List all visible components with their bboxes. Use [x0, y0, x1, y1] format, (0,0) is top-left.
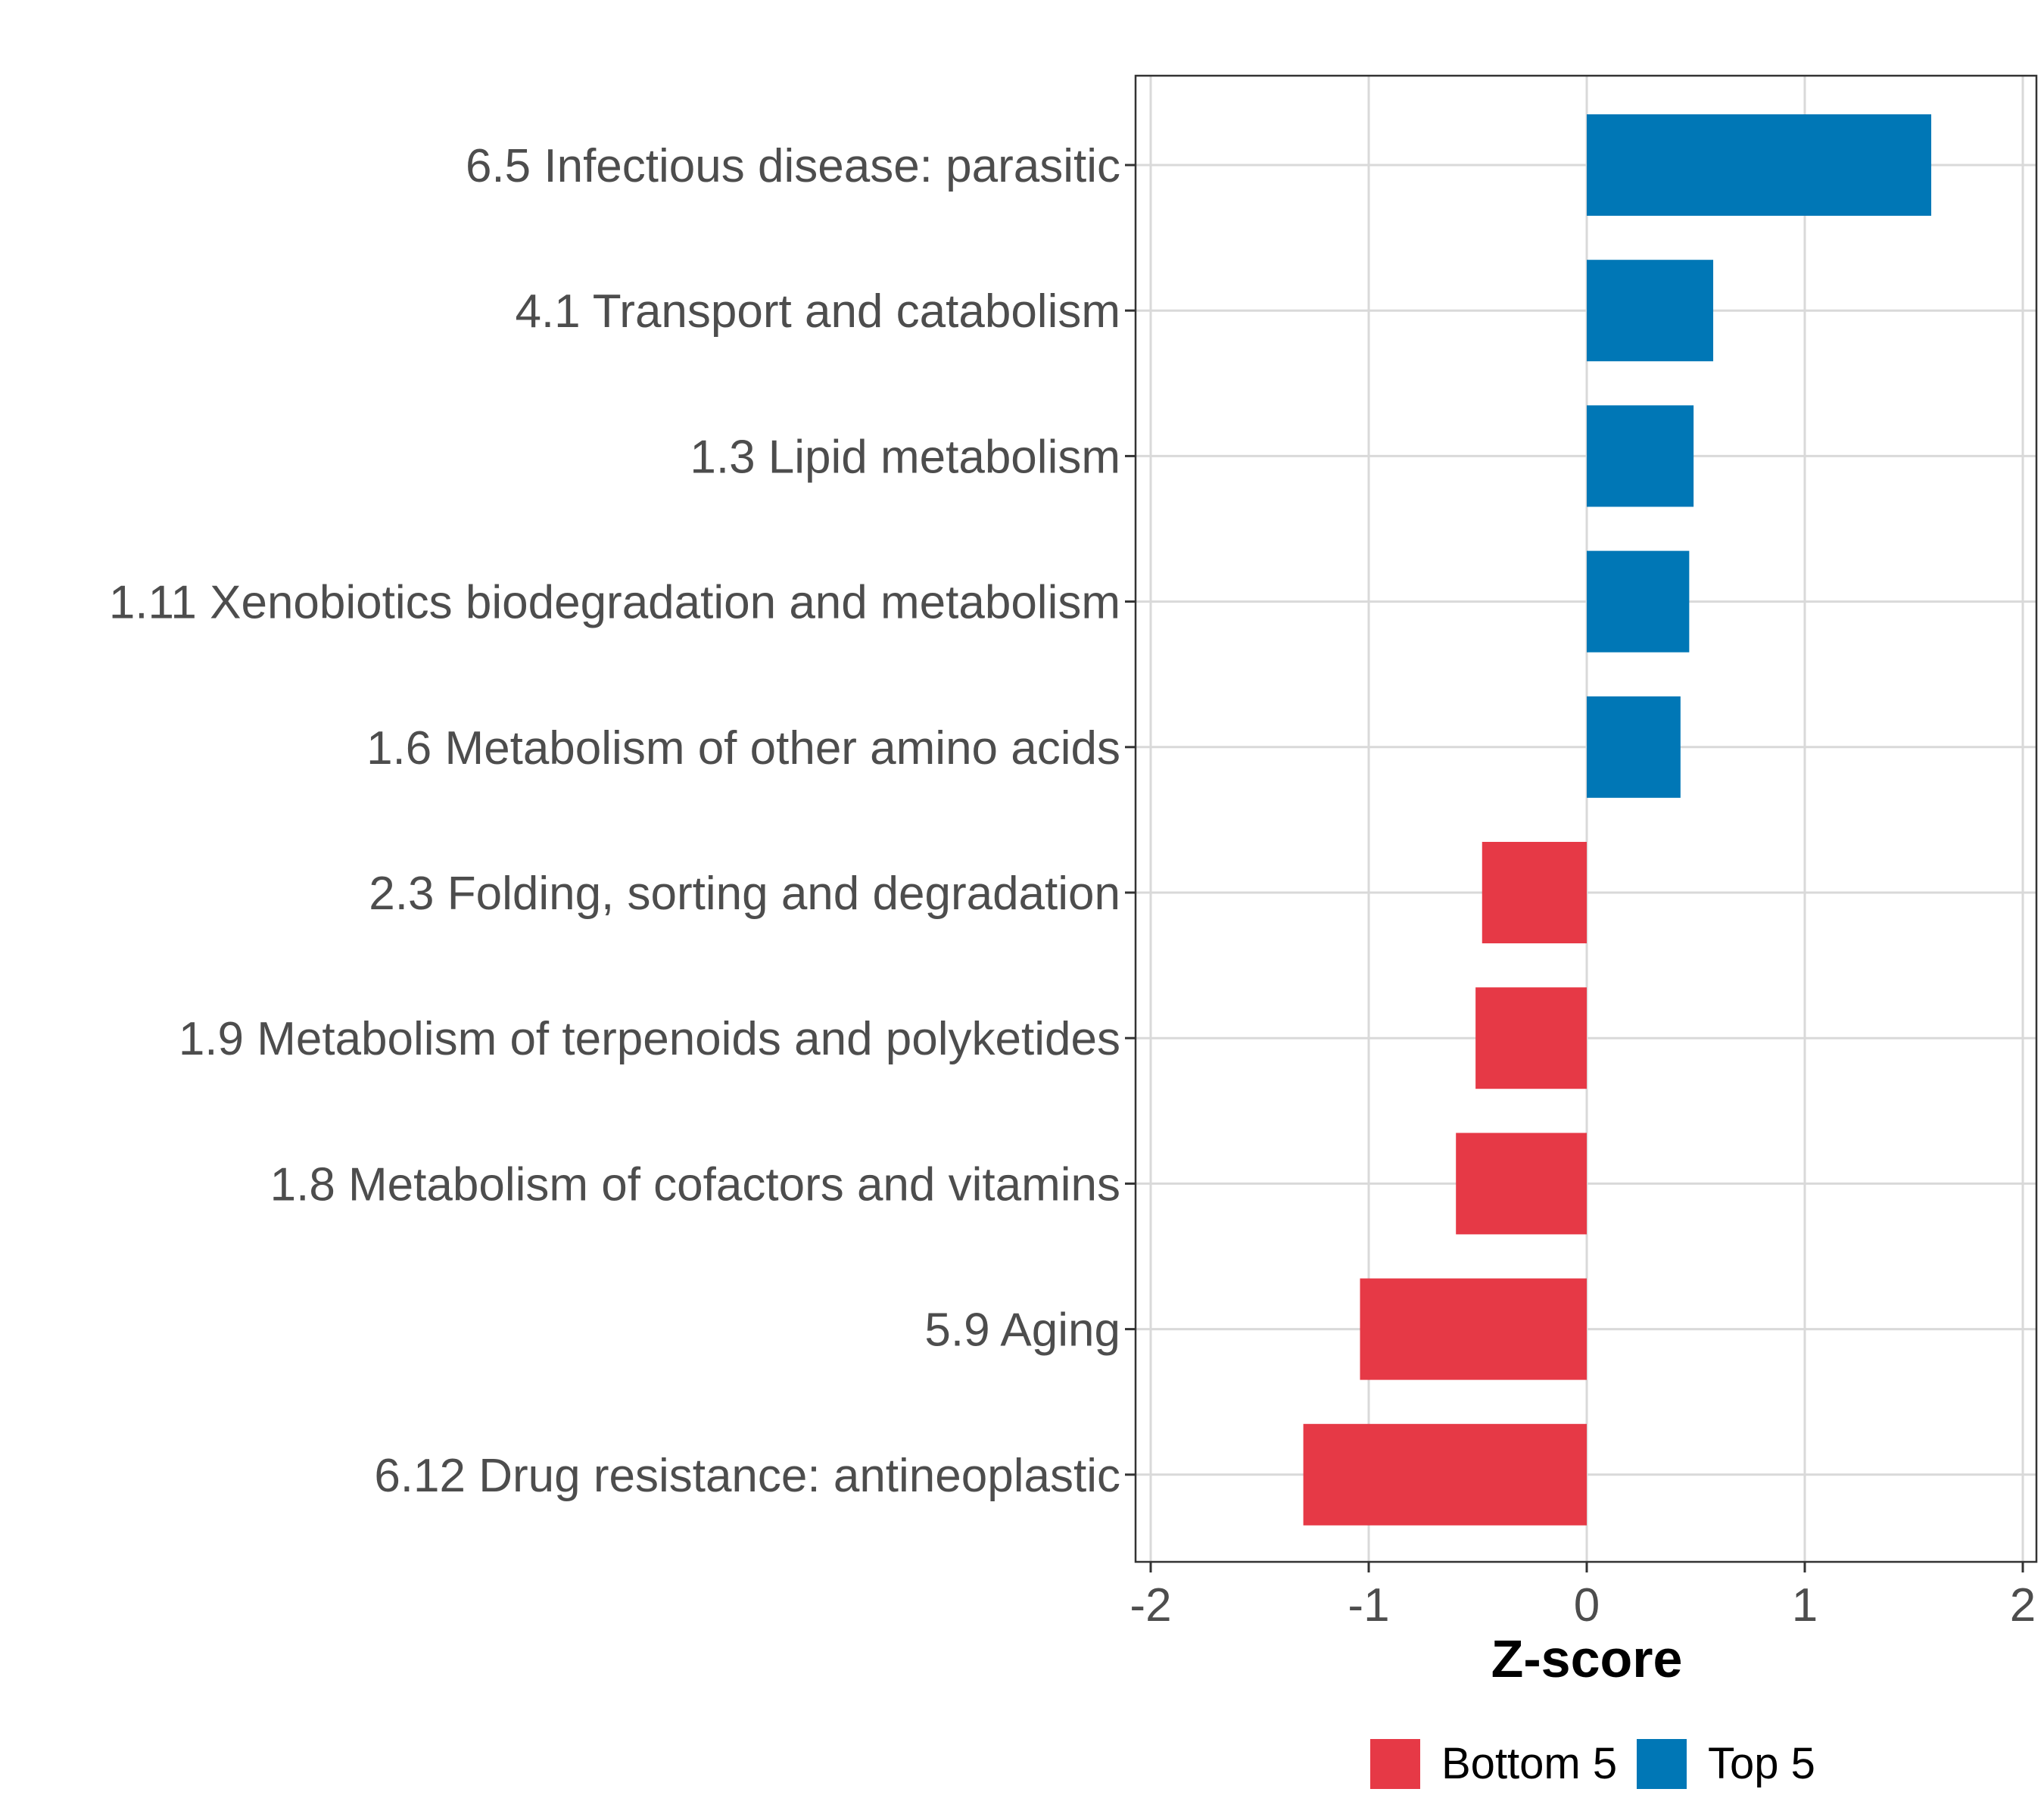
legend-label: Top 5 [1708, 1739, 1815, 1788]
bar [1475, 987, 1587, 1089]
x-tick-label: -1 [1348, 1579, 1389, 1632]
bar [1587, 260, 1714, 362]
bar [1360, 1278, 1587, 1380]
category-label: 2.3 Folding, sorting and degradation [369, 868, 1120, 920]
x-axis-title: Z-score [1491, 1629, 1683, 1688]
category-label: 1.6 Metabolism of other amino acids [366, 722, 1120, 774]
bar [1303, 1423, 1587, 1526]
bar [1587, 550, 1690, 653]
x-tick-label: 0 [1574, 1579, 1600, 1632]
bar [1482, 842, 1587, 943]
category-label: 1.9 Metabolism of terpenoids and polyket… [179, 1013, 1120, 1065]
bars [1303, 114, 1932, 1526]
legend-swatch [1370, 1739, 1420, 1789]
legend-label: Bottom 5 [1441, 1739, 1617, 1788]
legend: Bottom 5 Top 5 [1370, 1739, 1815, 1789]
category-label: 1.8 Metabolism of cofactors and vitamins [270, 1158, 1120, 1211]
bar [1456, 1133, 1587, 1235]
x-axis: -2 -1 0 1 2 [1129, 1562, 2036, 1632]
y-axis: 6.5 Infectious disease: parasitic 4.1 Tra… [109, 140, 1136, 1502]
category-label: 1.3 Lipid metabolism [690, 431, 1120, 483]
category-label: 1.11 Xenobiotics biodegradation and meta… [109, 577, 1120, 629]
category-label: 4.1 Transport and catabolism [515, 285, 1120, 338]
category-label: 5.9 Aging [924, 1304, 1120, 1357]
bar [1587, 405, 1694, 507]
x-tick-label: 1 [1792, 1579, 1818, 1632]
category-label: 6.12 Drug resistance: antineoplastic [374, 1450, 1120, 1502]
x-tick-label: -2 [1129, 1579, 1171, 1632]
bar [1587, 114, 1932, 216]
x-tick-label: 2 [2010, 1579, 2036, 1632]
legend-swatch [1637, 1739, 1687, 1789]
category-label: 6.5 Infectious disease: parasitic [466, 140, 1120, 192]
bar [1587, 696, 1681, 798]
